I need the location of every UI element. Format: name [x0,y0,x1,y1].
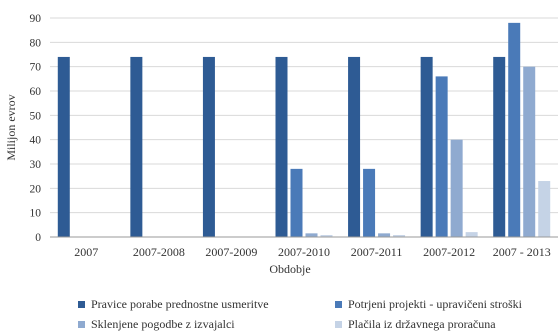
legend-label: Plačila iz državnega proračuna [348,317,496,331]
bar [508,22,521,237]
bar [493,56,506,237]
bar [523,66,536,238]
x-axis-title: Obdobje [269,262,310,276]
y-tick-label: 90 [30,13,42,25]
x-category-label: 2007-2010 [278,245,330,259]
legend-item: Pravice porabe prednostne usmeritve [78,297,269,312]
x-category-label: 2007-2009 [205,245,257,259]
legend-swatch [335,321,342,328]
x-category-label: 2007-2012 [423,245,475,259]
x-category-label: 2007-2011 [351,245,403,259]
y-tick-label: 50 [30,110,42,122]
bar-chart: 0 10 20 30 40 50 60 70 80 90 2007 2007-2008 2007-20… [4,13,558,276]
bar [130,56,143,237]
x-category-label: 2007 [74,245,98,259]
bar [450,139,463,237]
bar [290,168,303,237]
legend: Pravice porabe prednostne usmeritve Potr… [0,288,560,331]
bar [348,56,361,237]
y-tick-label: 20 [30,183,42,195]
bar [378,233,391,237]
legend-swatch [335,301,342,308]
bar [57,56,70,237]
y-tick-label: 10 [30,208,42,220]
gridlines [50,17,558,214]
bar [538,181,551,237]
y-tick-label: 70 [30,62,42,74]
bar [435,76,448,238]
legend-label: Pravice porabe prednostne usmeritve [91,297,269,311]
legend-label: Potrjeni projekti - upravičeni stroški [348,297,522,311]
bar [363,168,376,237]
bar [202,56,215,237]
x-category-label: 2007-2008 [133,245,185,259]
y-tick-label: 0 [35,232,41,244]
legend-item: Potrjeni projekti - upravičeni stroški [335,297,522,312]
legend-swatch [78,301,85,308]
legend-item: Sklenjene pogodbe z izvajalci [78,317,235,332]
y-axis-ticks: 0 10 20 30 40 50 60 70 80 90 [30,13,42,244]
legend-label: Sklenjene pogodbe z izvajalci [91,317,235,331]
bar [465,232,478,237]
y-tick-label: 80 [30,37,42,49]
y-tick-label: 60 [30,86,42,98]
legend-item: Plačila iz državnega proračuna [335,317,496,332]
bars [57,22,551,238]
y-axis-title: Milijon evrov [4,94,18,160]
x-category-label: 2007 - 2013 [493,245,551,259]
legend-swatch [78,321,85,328]
bar [420,56,433,237]
bar [305,233,318,237]
x-axis-categories: 2007 2007-2008 2007-2009 2007-2010 2007-2011… [74,245,550,259]
bar [320,235,333,237]
y-tick-label: 30 [30,159,42,171]
y-tick-label: 40 [30,135,42,147]
bar [393,235,406,237]
bar [275,56,288,237]
